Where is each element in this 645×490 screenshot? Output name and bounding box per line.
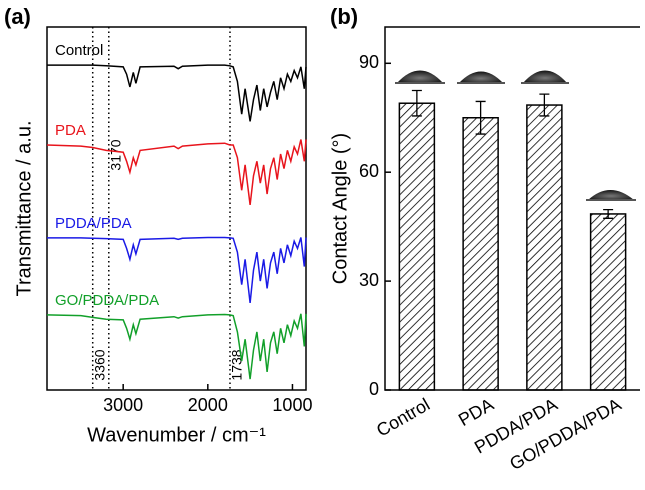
error-bar	[603, 208, 614, 219]
x-axis-label: Wavenumber / cm⁻¹	[87, 424, 266, 446]
x-tick-label: Control	[373, 394, 433, 440]
y-axis-label: Transmittance / a.u.	[13, 121, 35, 297]
droplets	[395, 70, 636, 201]
panel-label: (b)	[330, 4, 358, 29]
error-bar	[411, 89, 422, 117]
bar	[398, 102, 436, 391]
spectrum-line	[47, 236, 307, 303]
series-label: GO/PDDA/PDA	[55, 292, 159, 309]
y-tick-label: 90	[359, 52, 379, 72]
y-tick-label: 60	[359, 161, 379, 181]
error-bar	[539, 93, 550, 117]
reference-label: 3170	[107, 139, 123, 170]
panel-label: (a)	[4, 4, 31, 29]
series-label: PDDA/PDA	[55, 215, 132, 232]
x-tick-label: GO/PDDA/PDA	[506, 394, 624, 474]
bar	[589, 213, 627, 391]
error-bar	[475, 100, 486, 135]
x-tick-label: 1000	[272, 395, 312, 415]
spectrum-line	[46, 313, 307, 380]
series-label: Control	[55, 42, 103, 59]
y-axis-label: Contact Angle (°)	[329, 133, 351, 284]
y-tick-label: 0	[369, 379, 379, 399]
plot-frame	[384, 26, 640, 391]
bar	[462, 117, 499, 391]
y-tick-label: 30	[359, 270, 379, 290]
spectrum-line	[47, 64, 307, 122]
series-label: PDA	[55, 122, 86, 139]
reference-label: 3360	[91, 349, 107, 380]
bar	[526, 104, 563, 391]
plot-frame	[46, 26, 307, 391]
x-tick-label: 3000	[103, 395, 143, 415]
spectrum-line	[46, 139, 307, 205]
x-tick-label: 2000	[188, 395, 228, 415]
x-tick-label: PDA	[455, 394, 497, 430]
